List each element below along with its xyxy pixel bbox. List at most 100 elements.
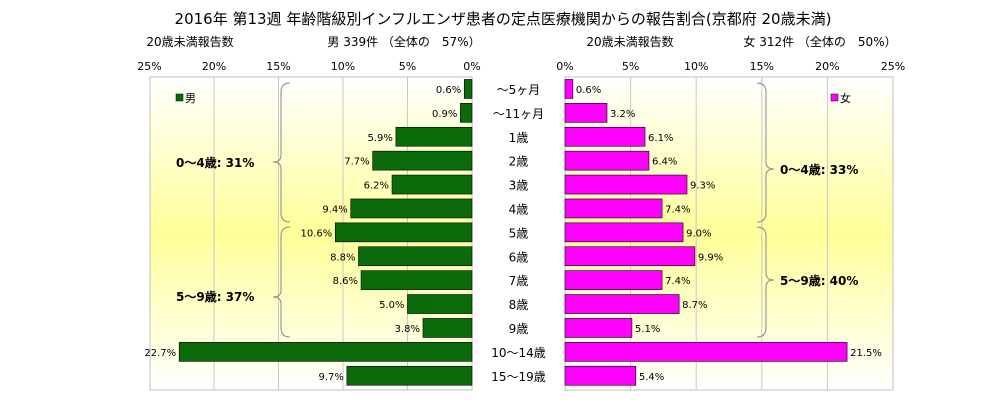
- female-tick-label: 20%: [815, 60, 839, 73]
- female-data-label: 7.4%: [665, 204, 690, 215]
- male-tick-label: 15%: [266, 60, 290, 73]
- category-label: 5歳: [509, 226, 529, 240]
- male-x-axis-ticks: 25% 20% 15% 10% 5% 0%: [137, 60, 480, 73]
- male-data-label: 22.7%: [144, 348, 176, 359]
- female-annotation-0-4: 0〜4歳: 33%: [780, 162, 858, 177]
- category-label: 〜5ヶ月: [497, 83, 541, 97]
- female-bar: [564, 246, 696, 267]
- male-tick-label: 20%: [202, 60, 226, 73]
- female-bars: [564, 79, 848, 386]
- female-data-label: 21.5%: [850, 348, 882, 359]
- male-data-label: 3.8%: [395, 324, 420, 335]
- category-label: 10〜14歳: [491, 346, 546, 360]
- female-data-label: 5.4%: [639, 372, 664, 383]
- male-data-label: 10.6%: [300, 228, 332, 239]
- male-bar: [372, 150, 473, 171]
- chart-title: 2016年 第13週 年齢階級別インフルエンザ患者の定点医療機関からの報告割合(…: [175, 10, 832, 28]
- male-bar: [407, 294, 473, 314]
- female-bar: [564, 126, 646, 147]
- category-label: 〜11ヶ月: [493, 107, 544, 121]
- female-data-label: 8.7%: [682, 300, 707, 311]
- female-legend-label: 女: [840, 91, 851, 105]
- male-tick-label: 25%: [137, 60, 161, 73]
- male-data-label: 6.2%: [364, 181, 389, 192]
- female-legend: 女: [830, 91, 851, 105]
- male-data-label: 5.0%: [379, 300, 404, 311]
- female-header-label: 20歳未満報告数: [586, 34, 673, 49]
- female-bar: [564, 342, 848, 362]
- male-bar: [360, 270, 473, 290]
- male-bar: [350, 198, 473, 219]
- female-bar: [564, 79, 574, 99]
- male-bar: [178, 342, 473, 362]
- female-bar: [564, 198, 663, 219]
- female-data-label: 6.4%: [652, 157, 677, 168]
- male-tick-label: 5%: [399, 60, 416, 73]
- male-bar: [460, 103, 473, 123]
- female-data-label: 7.4%: [665, 276, 690, 287]
- category-label: 8歳: [509, 298, 529, 312]
- male-header-summary: 男 339件 （全体の 57%）: [327, 34, 480, 49]
- male-legend-swatch: [175, 93, 184, 102]
- category-label: 9歳: [509, 322, 529, 336]
- category-label: 6歳: [509, 250, 529, 264]
- female-data-labels: 0.6% 3.2% 6.1% 6.4% 9.3% 7.4% 9.0% 9.9% 7.4% 8.7%…: [576, 85, 882, 383]
- male-bar: [422, 318, 473, 338]
- female-tick-label: 0%: [556, 60, 573, 73]
- female-bar: [564, 294, 680, 314]
- male-data-label: 9.4%: [322, 204, 347, 215]
- category-label: 4歳: [509, 202, 529, 216]
- female-annotation-5-9: 5〜9歳: 40%: [780, 273, 858, 288]
- male-data-label: 8.6%: [333, 276, 358, 287]
- female-data-label: 9.9%: [698, 252, 723, 263]
- female-bracket-5-9: [756, 226, 775, 338]
- male-bar: [463, 79, 473, 99]
- male-annotation-0-4: 0〜4歳: 31%: [176, 155, 254, 170]
- male-legend-label: 男: [185, 92, 196, 105]
- male-bracket-0-4: [272, 82, 291, 223]
- female-data-label: 3.2%: [610, 109, 635, 120]
- male-annotation-5-9: 5〜9歳: 37%: [176, 289, 254, 304]
- male-bars: [178, 79, 473, 386]
- female-bar: [564, 365, 637, 386]
- female-bar: [564, 270, 663, 290]
- female-bar: [564, 318, 633, 338]
- male-bar: [346, 365, 473, 386]
- category-label: 3歳: [509, 179, 529, 193]
- male-legend: 男: [175, 92, 196, 105]
- category-label: 7歳: [509, 274, 529, 288]
- female-legend-swatch: [830, 93, 839, 102]
- female-data-label: 9.3%: [690, 181, 715, 192]
- male-data-label: 5.9%: [367, 133, 392, 144]
- male-data-labels: 0.6% 0.9% 5.9% 7.7% 6.2% 9.4% 10.6% 8.8% 8.6% 5.0…: [144, 85, 461, 383]
- male-data-label: 7.7%: [344, 157, 369, 168]
- female-bar: [564, 222, 684, 243]
- female-tick-label: 5%: [622, 60, 639, 73]
- female-x-axis-ticks: 25% 20% 15% 10% 5% 0%: [556, 60, 905, 73]
- male-bracket-5-9: [272, 226, 291, 338]
- category-label: 15〜19歳: [491, 370, 546, 384]
- female-tick-label: 25%: [881, 60, 905, 73]
- female-data-label: 5.1%: [635, 324, 660, 335]
- female-data-label: 9.0%: [686, 228, 711, 239]
- male-bar: [334, 222, 473, 243]
- female-data-label: 0.6%: [576, 85, 601, 96]
- female-tick-label: 10%: [684, 60, 708, 73]
- female-data-label: 6.1%: [648, 133, 673, 144]
- category-label: 1歳: [509, 131, 529, 145]
- female-tick-label: 15%: [750, 60, 774, 73]
- male-bar: [391, 174, 473, 195]
- female-bar: [564, 150, 650, 171]
- male-data-label: 0.9%: [432, 109, 457, 120]
- male-data-label: 0.6%: [436, 85, 461, 96]
- male-tick-label: 10%: [331, 60, 355, 73]
- category-label: 2歳: [509, 155, 529, 169]
- female-bracket-0-4: [756, 82, 775, 223]
- male-bar: [395, 126, 473, 147]
- female-header-summary: 女 312件 （全体の 50%）: [743, 34, 896, 49]
- male-tick-label: 0%: [463, 60, 480, 73]
- category-labels: 〜5ヶ月〜11ヶ月 1歳 2歳 3歳 4歳 5歳 6歳 7歳 8歳 9歳 10〜14歳 15〜19歳: [491, 83, 546, 384]
- male-data-label: 9.7%: [318, 372, 343, 383]
- male-header-label: 20歳未満報告数: [146, 34, 233, 49]
